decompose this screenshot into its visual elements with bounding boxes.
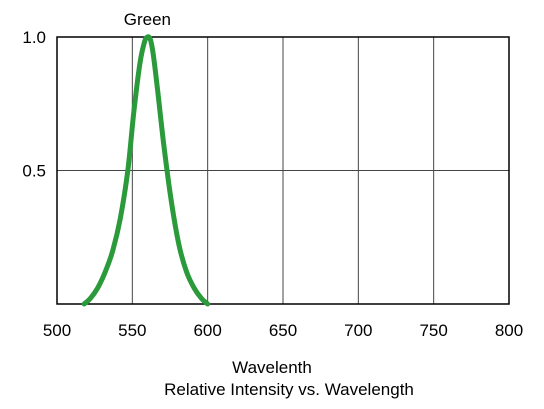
x-tick-label-600: 600 [193, 321, 221, 340]
x-tick-label-800: 800 [495, 321, 523, 340]
chart-caption: Relative Intensity vs. Wavelength [164, 380, 414, 399]
x-tick-label-500: 500 [43, 321, 71, 340]
series-line-green [81, 34, 211, 307]
series-layer [81, 34, 211, 307]
ticks-layer: 500 550 600 650 700 750 800 0.5 1.0 Green [22, 10, 523, 340]
x-tick-label-650: 650 [269, 321, 297, 340]
series-label-green: Green [124, 10, 171, 29]
y-tick-label-1.0: 1.0 [22, 28, 46, 47]
grid-layer [57, 37, 509, 304]
plot-frame [56, 36, 510, 305]
x-axis-label: Wavelenth [232, 358, 312, 377]
frame-layer [56, 36, 510, 305]
x-tick-label-750: 750 [419, 321, 447, 340]
x-tick-label-550: 550 [118, 321, 146, 340]
y-tick-label-0.5: 0.5 [22, 162, 46, 181]
x-tick-label-700: 700 [344, 321, 372, 340]
